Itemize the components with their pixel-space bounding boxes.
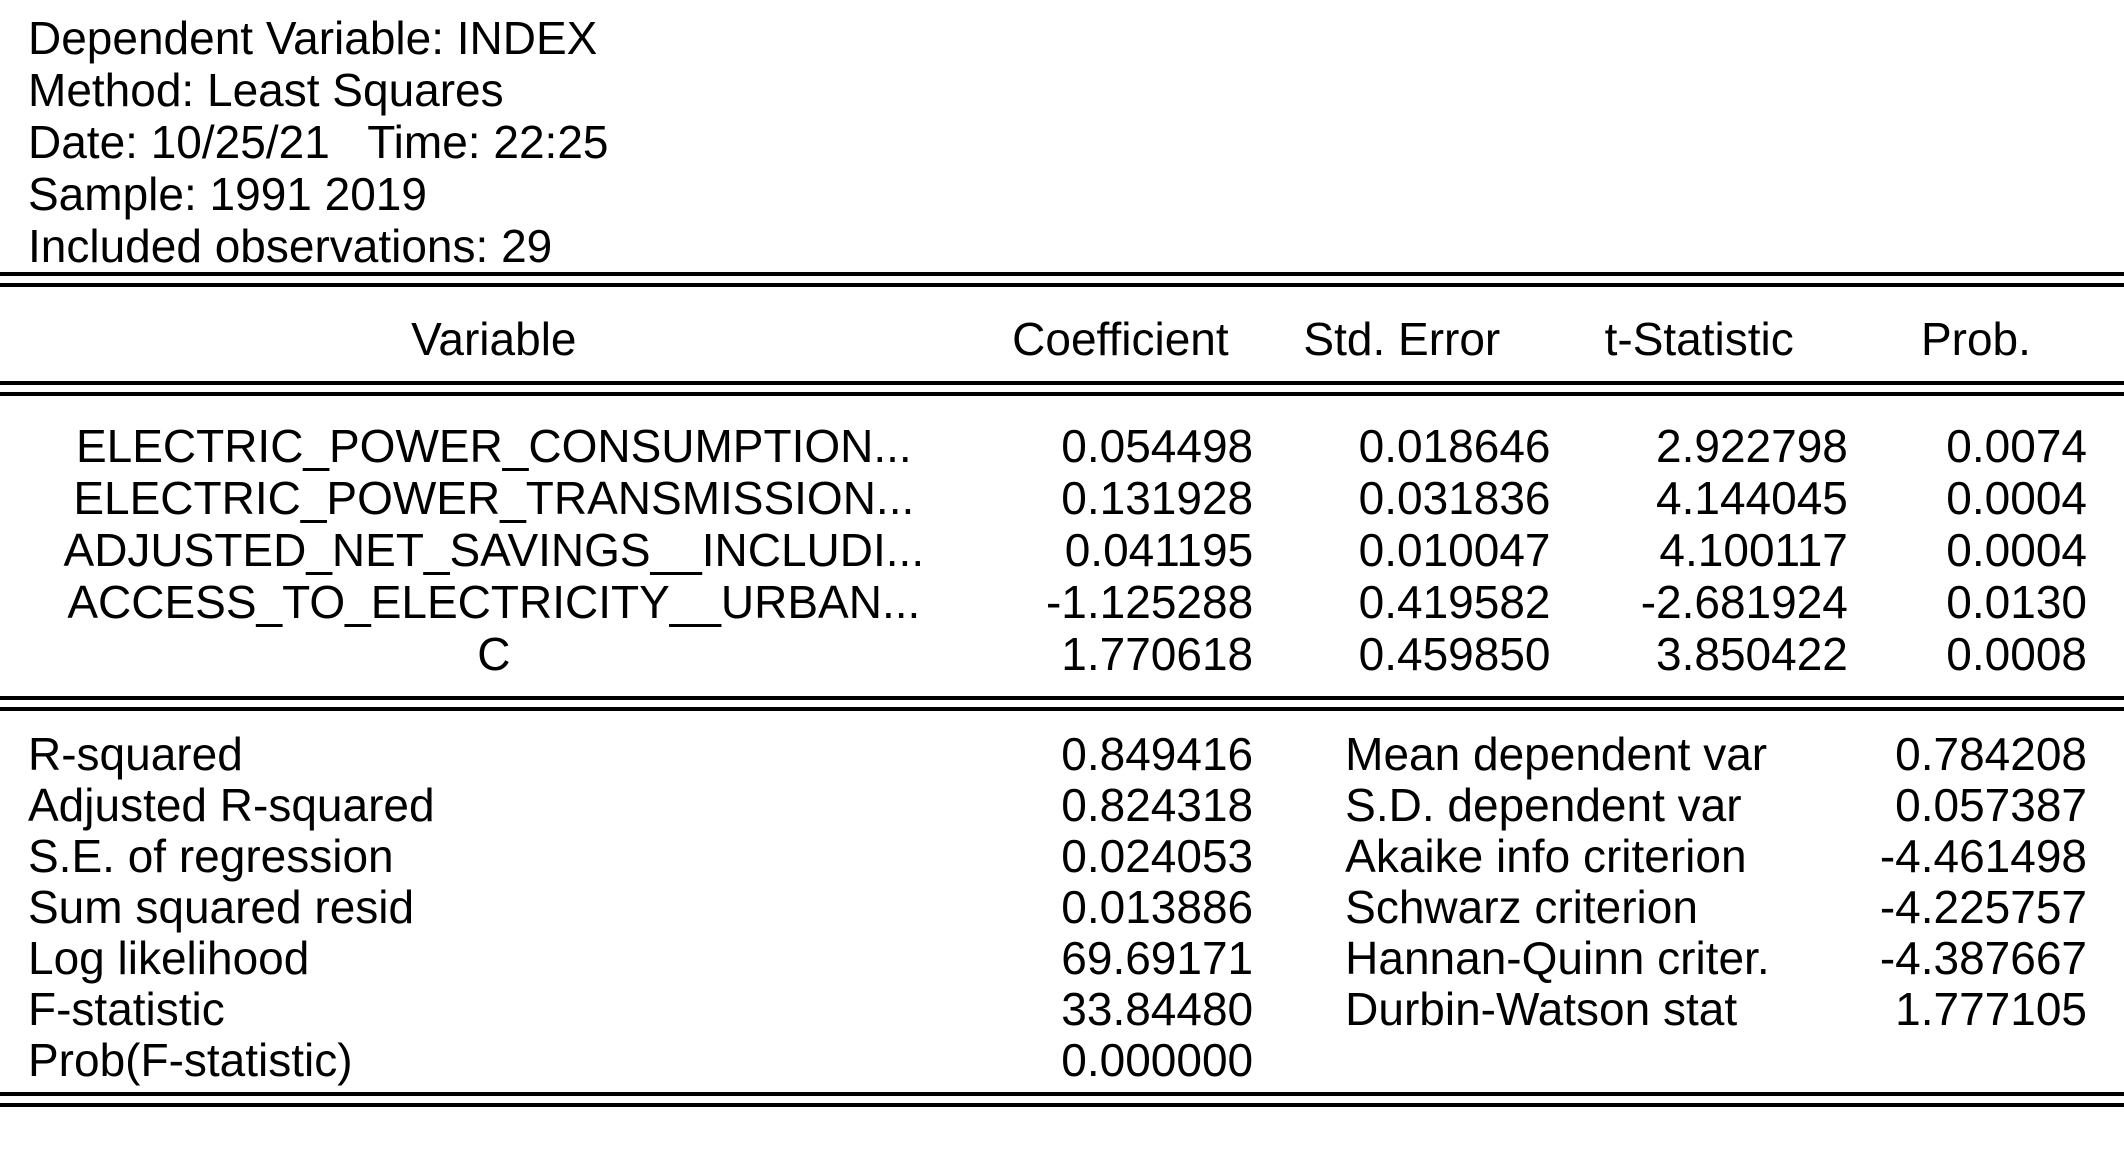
stat-label: Adjusted R-squared <box>28 780 435 831</box>
stat-value: 0.784208 <box>1895 729 2087 780</box>
summary-row: Prob(F-statistic) 0.000000 <box>0 1035 2124 1086</box>
method-line: Method: Least Squares <box>28 64 504 116</box>
prob-cell: 0.0074 <box>1946 420 2087 472</box>
stat-value: 69.69171 <box>1061 933 1254 984</box>
variable-cell: ADJUSTED_NET_SAVINGS__INCLUDI... <box>63 524 925 576</box>
double-rule-top <box>0 272 2124 287</box>
coefficients-table: ELECTRIC_POWER_CONSUMPTION... 0.054498 0… <box>0 420 2124 680</box>
coefficient-cell: -1.125288 <box>1045 576 1254 628</box>
double-rule-below-coefficients <box>0 696 2124 711</box>
summary-row: R-squared 0.849416 Mean dependent var 0.… <box>0 729 2124 780</box>
stat-label <box>1253 1035 1826 1086</box>
stat-label: F-statistic <box>28 984 225 1035</box>
coef-row: ELECTRIC_POWER_CONSUMPTION... 0.054498 0… <box>0 420 2124 472</box>
summary-stats-table: R-squared 0.849416 Mean dependent var 0.… <box>0 729 2124 1086</box>
col-header-prob: Prob. <box>1920 313 2031 365</box>
stat-value: 33.84480 <box>1061 984 1254 1035</box>
coefficient-cell: 0.131928 <box>1061 472 1254 524</box>
stat-value: 0.024053 <box>1061 831 1254 882</box>
col-header-t-statistic: t-Statistic <box>1604 313 1794 365</box>
coef-row: ELECTRIC_POWER_TRANSMISSION... 0.131928 … <box>0 472 2124 524</box>
t-statistic-cell: 2.922798 <box>1656 420 1848 472</box>
stat-label: Prob(F-statistic) <box>28 1035 353 1086</box>
summary-row: Sum squared resid 0.013886 Schwarz crite… <box>0 882 2124 933</box>
stat-label: S.D. dependent var <box>1345 780 1742 831</box>
stat-label: Hannan-Quinn criter. <box>1345 933 1770 984</box>
stat-value: -4.225757 <box>1879 882 2087 933</box>
stat-label: S.E. of regression <box>28 831 394 882</box>
double-rule-below-header <box>0 381 2124 396</box>
sample-line: Sample: 1991 2019 <box>28 168 427 220</box>
summary-row: Log likelihood 69.69171 Hannan-Quinn cri… <box>0 933 2124 984</box>
stat-label: Mean dependent var <box>1345 729 1768 780</box>
coefficient-cell: 0.054498 <box>1061 420 1254 472</box>
equation-header-block: Dependent Variable: INDEX Method: Least … <box>0 0 2124 272</box>
coef-row: C 1.770618 0.459850 3.850422 0.0008 <box>0 628 2124 680</box>
stat-value <box>1827 1035 2124 1086</box>
stat-value: 0.057387 <box>1895 780 2087 831</box>
prob-cell: 0.0008 <box>1946 628 2087 680</box>
coefficient-cell: 0.041195 <box>1064 524 1254 576</box>
variable-cell: ELECTRIC_POWER_CONSUMPTION... <box>75 420 912 472</box>
stat-value: 0.000000 <box>1061 1035 1254 1086</box>
dependent-variable-line: Dependent Variable: INDEX <box>28 12 598 64</box>
prob-cell: 0.0004 <box>1946 524 2087 576</box>
date-time-line: Date: 10/25/21 Time: 22:25 <box>28 116 609 168</box>
summary-row: Adjusted R-squared 0.824318 S.D. depende… <box>0 780 2124 831</box>
stat-value: 1.777105 <box>1895 984 2087 1035</box>
coef-row: ADJUSTED_NET_SAVINGS__INCLUDI... 0.04119… <box>0 524 2124 576</box>
observations-line: Included observations: 29 <box>28 220 553 272</box>
stat-value: 0.013886 <box>1061 882 1254 933</box>
coefficient-cell: 1.770618 <box>1061 628 1254 680</box>
t-statistic-cell: -2.681924 <box>1640 576 1848 628</box>
variable-cell: ACCESS_TO_ELECTRICITY__URBAN... <box>67 576 921 628</box>
t-statistic-cell: 4.100117 <box>1659 524 1848 576</box>
std-error-cell: 0.459850 <box>1358 628 1551 680</box>
col-header-variable: Variable <box>411 313 577 365</box>
stat-value: 0.849416 <box>1061 729 1254 780</box>
col-header-coefficient: Coefficient <box>1012 313 1229 365</box>
stat-label: Log likelihood <box>28 933 310 984</box>
stat-value: -4.387667 <box>1879 933 2087 984</box>
double-rule-bottom <box>0 1092 2124 1107</box>
stat-label: Akaike info criterion <box>1345 831 1747 882</box>
stat-label: R-squared <box>28 729 243 780</box>
t-statistic-cell: 3.850422 <box>1656 628 1848 680</box>
stat-value: -4.461498 <box>1879 831 2087 882</box>
std-error-cell: 0.031836 <box>1358 472 1551 524</box>
variable-cell: C <box>477 628 511 680</box>
prob-cell: 0.0130 <box>1946 576 2087 628</box>
summary-row: F-statistic 33.84480 Durbin-Watson stat … <box>0 984 2124 1035</box>
std-error-cell: 0.010047 <box>1358 524 1551 576</box>
std-error-cell: 0.419582 <box>1358 576 1551 628</box>
stat-value: 0.824318 <box>1061 780 1254 831</box>
stat-label: Schwarz criterion <box>1345 882 1698 933</box>
summary-row: S.E. of regression 0.024053 Akaike info … <box>0 831 2124 882</box>
std-error-cell: 0.018646 <box>1358 420 1551 472</box>
col-header-std-error: Std. Error <box>1303 313 1501 365</box>
stat-label: Sum squared resid <box>28 882 415 933</box>
coefficients-table-header: Variable Coefficient Std. Error t-Statis… <box>0 287 2124 381</box>
variable-cell: ELECTRIC_POWER_TRANSMISSION... <box>73 472 915 524</box>
column-header-row: Variable Coefficient Std. Error t-Statis… <box>0 287 2124 381</box>
t-statistic-cell: 4.144045 <box>1656 472 1848 524</box>
coef-row: ACCESS_TO_ELECTRICITY__URBAN... -1.12528… <box>0 576 2124 628</box>
stat-label: Durbin-Watson stat <box>1345 984 1738 1035</box>
prob-cell: 0.0004 <box>1946 472 2087 524</box>
